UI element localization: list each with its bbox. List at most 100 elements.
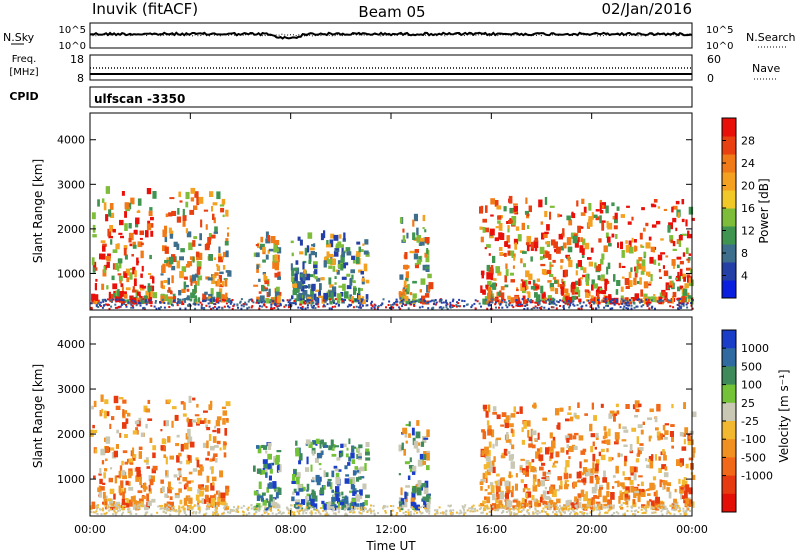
echo-cell bbox=[323, 230, 326, 239]
echo-cell bbox=[625, 240, 628, 244]
echo-cell bbox=[632, 502, 637, 508]
ground-scatter-cell bbox=[561, 299, 564, 302]
echo-cell bbox=[671, 280, 674, 284]
ground-scatter-cell bbox=[580, 307, 583, 310]
echo-cell bbox=[632, 466, 637, 473]
echo-cell bbox=[363, 263, 368, 272]
echo-cell bbox=[563, 472, 569, 480]
ground-scatter-cell bbox=[558, 508, 561, 511]
ground-scatter-cell bbox=[388, 307, 391, 309]
ground-scatter-cell bbox=[587, 506, 590, 509]
ground-scatter-cell bbox=[348, 511, 351, 514]
echo-cell bbox=[291, 276, 294, 282]
ground-scatter-cell bbox=[542, 507, 545, 510]
echo-cell bbox=[567, 255, 571, 261]
echo-cell bbox=[170, 487, 174, 490]
echo-cell bbox=[359, 489, 363, 496]
ground-scatter-cell bbox=[626, 505, 629, 508]
echo-cell bbox=[643, 281, 649, 289]
echo-cell bbox=[324, 256, 327, 264]
echo-cell bbox=[225, 485, 230, 492]
ground-scatter-cell bbox=[593, 505, 596, 508]
ground-scatter-cell bbox=[604, 506, 607, 509]
ground-scatter-cell bbox=[576, 304, 579, 307]
ground-scatter-cell bbox=[294, 303, 297, 306]
echo-cell bbox=[120, 235, 124, 239]
ground-scatter-cell bbox=[451, 306, 454, 308]
echo-cell bbox=[420, 441, 425, 447]
echo-cell bbox=[574, 415, 580, 419]
ground-scatter-cell bbox=[516, 512, 519, 515]
ground-scatter-cell bbox=[639, 301, 641, 304]
ground-scatter-cell bbox=[334, 513, 337, 516]
echo-cell bbox=[672, 248, 677, 251]
echo-cell bbox=[302, 486, 306, 492]
echo-cell bbox=[161, 438, 167, 445]
ground-scatter-cell bbox=[522, 508, 525, 511]
echo-cell bbox=[657, 206, 661, 209]
ground-scatter-cell bbox=[643, 511, 646, 514]
ground-scatter-cell bbox=[408, 302, 411, 305]
ground-scatter-cell bbox=[181, 303, 184, 306]
echo-cell bbox=[132, 454, 137, 458]
ground-scatter-cell bbox=[646, 506, 649, 509]
ground-scatter-cell bbox=[213, 505, 215, 508]
echo-cell bbox=[524, 282, 528, 290]
ground-scatter-cell bbox=[208, 504, 210, 507]
echo-cell bbox=[549, 264, 554, 267]
colorbar-tick-label: -500 bbox=[741, 451, 766, 464]
echo-cell bbox=[169, 501, 174, 510]
echo-cell bbox=[513, 238, 519, 245]
ground-scatter-cell bbox=[455, 304, 458, 307]
echo-cell bbox=[599, 199, 602, 204]
ground-scatter-cell bbox=[597, 304, 600, 307]
echo-cell bbox=[347, 507, 352, 511]
ground-scatter-cell bbox=[199, 301, 202, 304]
echo-cell bbox=[425, 237, 430, 244]
ground-scatter-cell bbox=[233, 303, 236, 306]
echo-cell bbox=[146, 188, 152, 195]
echo-cell bbox=[421, 298, 426, 305]
echo-cell bbox=[617, 480, 620, 488]
echo-cell bbox=[548, 446, 553, 452]
ground-scatter-cell bbox=[512, 508, 515, 511]
echo-cell bbox=[115, 405, 121, 410]
ground-scatter-cell bbox=[361, 304, 364, 307]
echo-cell bbox=[607, 222, 613, 230]
echo-cell bbox=[682, 433, 686, 437]
echo-cell bbox=[268, 475, 272, 481]
echo-cell bbox=[173, 241, 178, 247]
echo-cell bbox=[608, 428, 611, 437]
echo-cell bbox=[358, 295, 361, 303]
ground-scatter-cell bbox=[273, 302, 276, 305]
echo-cell bbox=[325, 472, 329, 477]
ground-scatter-cell bbox=[627, 304, 630, 307]
echo-cell bbox=[208, 296, 211, 299]
ground-scatter-cell bbox=[99, 301, 102, 304]
ground-scatter-cell bbox=[587, 504, 590, 507]
echo-cell bbox=[351, 445, 355, 453]
echo-cell bbox=[409, 468, 413, 473]
echo-cell bbox=[606, 439, 611, 446]
ground-scatter-cell bbox=[156, 511, 159, 514]
ground-scatter-cell bbox=[474, 510, 476, 513]
echo-cell bbox=[507, 295, 511, 300]
ground-scatter-cell bbox=[564, 511, 566, 514]
echo-cell bbox=[488, 253, 491, 256]
ground-scatter-cell bbox=[679, 298, 681, 300]
echo-cell bbox=[496, 437, 501, 441]
echo-cell bbox=[679, 462, 683, 468]
echo-cell bbox=[566, 444, 569, 449]
echo-cell bbox=[522, 295, 526, 300]
echo-cell bbox=[487, 292, 491, 300]
echo-cell bbox=[140, 242, 144, 246]
echo-cell bbox=[621, 265, 626, 268]
echo-cell bbox=[314, 289, 319, 292]
echo-cell bbox=[253, 506, 257, 511]
echo-cell bbox=[574, 496, 577, 502]
echo-cell bbox=[206, 440, 209, 449]
ground-scatter-cell bbox=[380, 304, 383, 307]
echo-cell bbox=[631, 216, 634, 221]
echo-cell bbox=[423, 486, 429, 495]
echo-cell bbox=[403, 264, 406, 270]
